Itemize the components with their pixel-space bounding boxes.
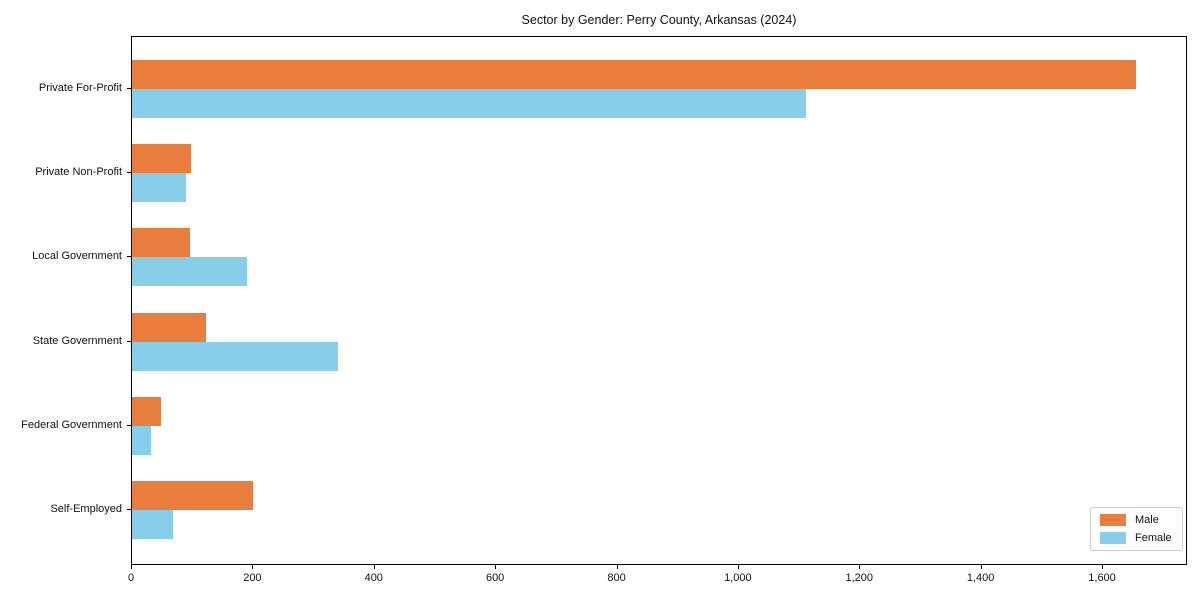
- legend: Male Female: [1090, 507, 1183, 551]
- legend-label-male: Male: [1135, 514, 1159, 526]
- y-axis-tick: [127, 172, 131, 174]
- bar-male-private-for-profit: [132, 60, 1137, 89]
- chart-title: Sector by Gender: Perry County, Arkansas…: [521, 13, 797, 27]
- x-axis-tick: [373, 565, 375, 569]
- x-axis-tick: [252, 565, 254, 569]
- legend-swatch-female: [1100, 532, 1126, 544]
- x-axis-tick-label: 800: [607, 572, 626, 584]
- bar-male-private-non-profit: [132, 144, 191, 174]
- bar-female-state-government: [132, 341, 339, 371]
- bar-male-local-government: [132, 228, 190, 258]
- y-axis-category-label: Federal Government: [21, 418, 122, 431]
- bar-female-local-government: [132, 257, 248, 287]
- x-axis-tick-label: 600: [485, 572, 505, 584]
- x-axis-tick: [1102, 565, 1104, 569]
- x-axis-tick-label: 1,400: [966, 572, 995, 584]
- x-axis-tick-label: 400: [364, 572, 383, 584]
- bar-male-state-government: [132, 312, 207, 342]
- x-axis-tick: [980, 565, 982, 569]
- bar-female-private-non-profit: [132, 173, 186, 203]
- y-axis-tick: [127, 340, 131, 342]
- bar-male-federal-government: [132, 396, 162, 426]
- x-axis-tick-label: 0: [127, 572, 135, 584]
- x-axis-tick: [131, 565, 132, 569]
- y-axis-tick: [127, 424, 131, 426]
- x-axis-tick-label: 1,200: [845, 572, 874, 584]
- y-axis-category-label: Self-Employed: [50, 503, 122, 515]
- bar-female-federal-government: [132, 425, 151, 455]
- y-axis-category-label: State Government: [32, 334, 122, 347]
- bar-male-self-employed: [132, 481, 254, 510]
- y-axis-tick: [127, 509, 131, 510]
- x-axis-tick-label: 200: [243, 572, 262, 584]
- legend-item-male: Male: [1100, 514, 1172, 526]
- y-axis-category-label: Private Non-Profit: [35, 166, 122, 179]
- x-axis-tick: [859, 565, 861, 569]
- legend-swatch-male: [1100, 514, 1126, 526]
- x-axis-tick: [737, 565, 739, 569]
- bar-female-private-for-profit: [132, 89, 806, 118]
- y-axis-tick: [127, 88, 131, 89]
- x-axis-tick-label: 1,000: [724, 572, 752, 584]
- legend-item-female: Female: [1100, 532, 1172, 544]
- x-axis-tick: [616, 565, 618, 569]
- y-axis-category-label: Local Government: [32, 250, 122, 263]
- legend-label-female: Female: [1135, 532, 1172, 544]
- x-axis-tick-label: 1,600: [1088, 572, 1116, 584]
- x-axis-tick: [495, 565, 497, 569]
- plot-area: [131, 36, 1187, 565]
- bar-female-self-employed: [132, 510, 173, 539]
- y-axis-tick: [127, 256, 131, 258]
- y-axis-category-label: Private For-Profit: [38, 82, 122, 94]
